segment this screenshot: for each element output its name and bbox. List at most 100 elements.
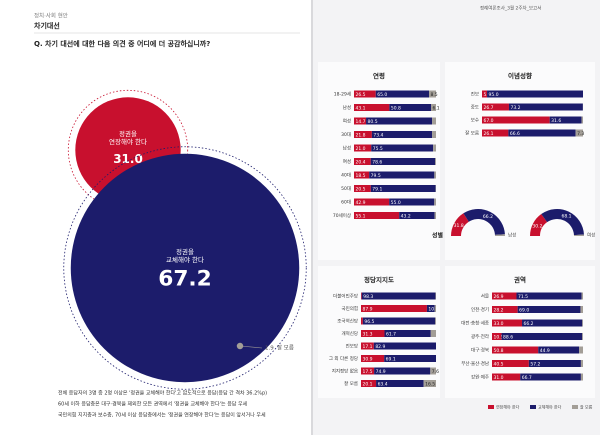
bar-segment xyxy=(487,90,583,98)
value-label: 96.5 xyxy=(364,319,374,325)
gauge-segment xyxy=(530,214,548,237)
dashed-ring xyxy=(63,146,307,390)
bar-segment xyxy=(581,116,583,124)
bar-segment xyxy=(432,117,436,125)
value-label: 80.5 xyxy=(368,119,378,125)
bar-segment xyxy=(370,185,436,192)
bar-segment xyxy=(434,171,436,179)
gauge-segment xyxy=(541,209,584,236)
report-title: 정례여론조사_3월 2주차_보고서 xyxy=(480,5,541,12)
value-label: 20.5 xyxy=(356,186,366,192)
section-label: 정치·사회 현안 xyxy=(34,12,68,20)
bar-segment xyxy=(376,380,424,387)
bar-segment xyxy=(501,333,583,340)
value-label: 7.3 xyxy=(577,131,584,137)
bar-segment xyxy=(374,367,431,375)
bar-segment xyxy=(369,171,435,179)
chart-title: 이념성향 xyxy=(508,71,532,80)
bar-segment xyxy=(362,317,436,325)
value-label: 67.0 xyxy=(484,118,494,124)
bar-segment xyxy=(482,129,509,137)
bar-segment xyxy=(492,333,502,340)
bar-segment xyxy=(492,360,529,367)
row-label: 대전·충청·세종 xyxy=(461,320,489,327)
bar-segment xyxy=(354,90,376,98)
summary-line: 전체 응답자의 3명 중 2명 이상은 '정권을 교체해야 한다'고 압도적으로… xyxy=(58,390,267,397)
value-label: 79.5 xyxy=(371,173,381,179)
value-label: 7.6 xyxy=(432,369,439,375)
value-label: 33.0 xyxy=(494,321,504,327)
bar-segment xyxy=(354,104,390,111)
value-label: 82.9 xyxy=(375,344,385,350)
value-label: 78.6 xyxy=(372,159,382,165)
bar-segment xyxy=(361,305,427,312)
row-label: 보수 xyxy=(471,118,479,124)
value-label: 69.1 xyxy=(386,356,396,362)
value-label: 28.2 xyxy=(494,307,504,313)
row-label: 남성 xyxy=(343,145,351,152)
row-label: 대구·경북 xyxy=(471,347,489,354)
bar-segment xyxy=(375,90,430,98)
value-label: 66.7 xyxy=(522,375,532,381)
value-label: 71.5 xyxy=(518,294,528,300)
bar-segment xyxy=(435,317,436,325)
bar-segment xyxy=(549,116,582,124)
bar-segment xyxy=(361,292,362,300)
bar-segment xyxy=(361,367,375,375)
row-label: 잘 모름 xyxy=(465,130,479,137)
bar-segment xyxy=(399,212,435,219)
bar-segment xyxy=(354,185,371,192)
value-label: 16.5 xyxy=(425,381,435,387)
bar-segment xyxy=(389,104,431,111)
bar-segment xyxy=(361,330,385,337)
bar-segment xyxy=(435,292,436,300)
value-label: 30.2 xyxy=(532,223,542,229)
bar-segment xyxy=(423,380,436,387)
chart-title: 연령 xyxy=(373,71,385,80)
value-label: 69.0 xyxy=(519,307,529,313)
bar-segment xyxy=(538,346,580,354)
bar-segment xyxy=(361,380,377,387)
row-label: 진보 xyxy=(471,91,479,98)
bar-segment xyxy=(373,342,436,350)
callout-value: 1.9 xyxy=(265,346,274,352)
value-label: 66.2 xyxy=(483,214,493,220)
bar-segment xyxy=(582,333,583,340)
value-label: 73.2 xyxy=(510,105,520,111)
bar-segment xyxy=(361,292,436,300)
value-label: 66.2 xyxy=(524,321,534,327)
value-label: 79.1 xyxy=(372,186,382,192)
callout-label: 잘 모름 xyxy=(277,344,294,352)
value-label: 31.8 xyxy=(454,223,464,229)
value-label: 31.6 xyxy=(551,118,561,124)
value-label: 20.1 xyxy=(363,381,373,387)
bar-segment xyxy=(354,144,372,152)
row-label: 인천·경기 xyxy=(471,306,489,313)
bar-segment xyxy=(517,306,581,313)
bar-segment xyxy=(389,198,435,206)
summary-line: 60세 이하 응답층은 대구·경북을 제외한 모든 권역에서 '정권을 교체해야… xyxy=(58,401,248,408)
row-label: 지지정당 없음 xyxy=(332,368,358,375)
bar-segment xyxy=(581,292,583,300)
bar-segment xyxy=(384,330,431,337)
bar-segment xyxy=(361,317,363,325)
callout-line xyxy=(239,345,263,349)
bar-segment xyxy=(582,319,583,327)
bubble xyxy=(70,153,300,383)
value-label: 26.5 xyxy=(356,92,366,98)
legend-swatch xyxy=(530,405,536,409)
value-label: 6.1 xyxy=(432,105,439,111)
summary: 전체 응답자의 3명 중 2명 이상은 '정권을 교체해야 한다'고 압도적으로… xyxy=(58,390,267,419)
bar-segment xyxy=(361,355,385,362)
bar-segment xyxy=(354,158,371,165)
value-label: 10.4 xyxy=(428,306,438,312)
bar-segment xyxy=(354,212,400,219)
value-label: 18.5 xyxy=(356,173,366,179)
row-label: 진보당 xyxy=(346,343,358,350)
row-label: 30대 xyxy=(341,131,351,138)
value-label: 17.1 xyxy=(363,344,373,350)
row-label: 여성 xyxy=(343,118,351,125)
bar-segment xyxy=(579,346,583,354)
value-label: 31.3 xyxy=(363,331,373,337)
bar-segment xyxy=(370,158,436,165)
